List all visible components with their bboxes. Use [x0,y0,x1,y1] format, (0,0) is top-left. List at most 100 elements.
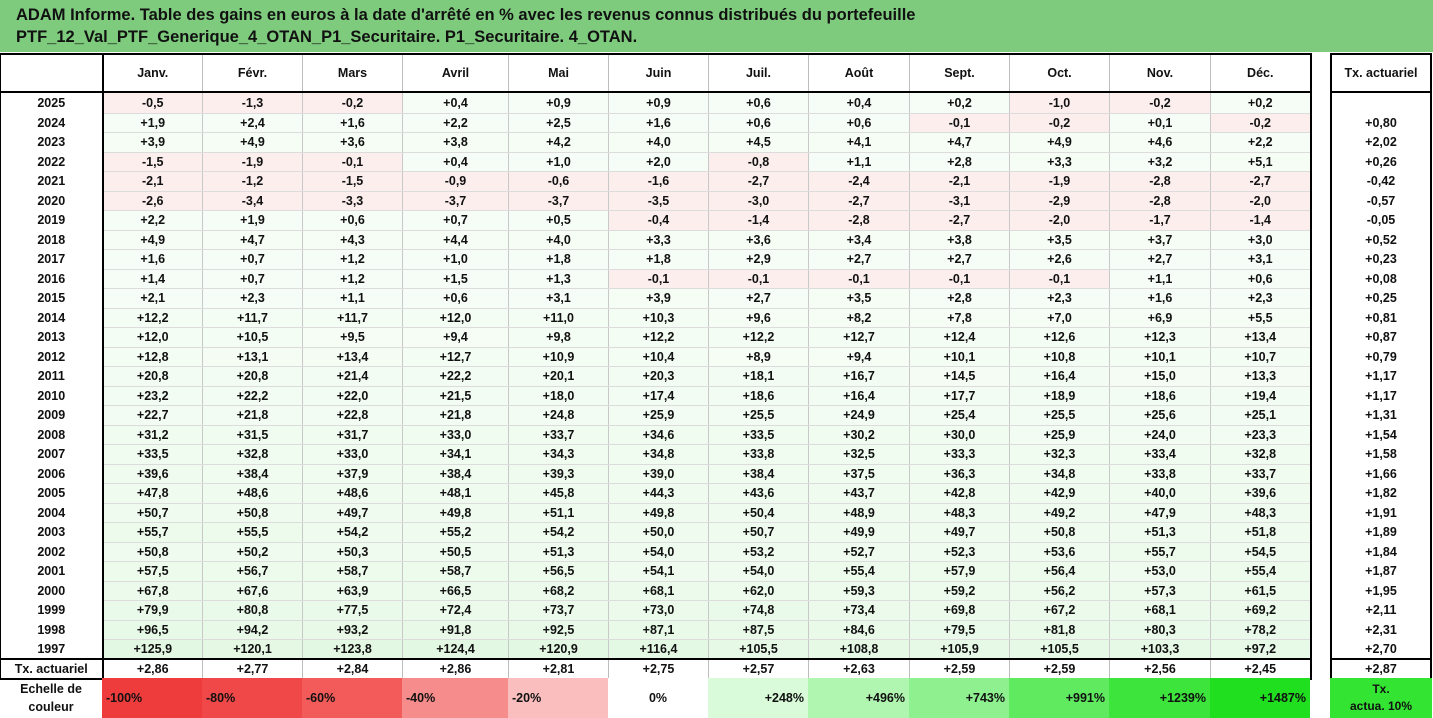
value-cell: -1,9 [202,152,303,172]
color-scale-label: Echelle de couleur [0,678,102,718]
value-cell: +1,0 [508,152,609,172]
side-row: +1,58 [1330,444,1432,464]
value-cell: +125,9 [102,639,203,660]
year-cell: 2015 [0,288,104,308]
value-cell: +97,2 [1210,639,1312,660]
value-cell: +36,3 [909,464,1010,484]
value-cell: -2,7 [1210,171,1312,192]
color-scale-swatch: -100% [102,678,202,718]
side-row: +2,02 [1330,132,1432,152]
side-rate-cell: +1,17 [1330,366,1432,386]
value-cell: +7,8 [909,308,1010,328]
value-cell: +33,0 [302,444,403,465]
month-header: Mars [302,53,403,93]
side-rate-cell: +0,23 [1330,249,1432,269]
actuarial-rate-legend: Tx. actua. 10% [1330,678,1432,718]
value-cell: +25,6 [1109,405,1211,426]
value-cell: +25,9 [1009,425,1110,445]
year-cell: 2007 [0,444,104,464]
month-header: Sept. [909,53,1010,93]
value-cell: +59,3 [808,581,910,601]
value-cell: +30,0 [909,425,1010,445]
value-cell: +55,7 [1109,542,1211,562]
month-header: Juin [608,53,709,93]
value-cell: +93,2 [302,620,403,640]
value-cell: -1,0 [1009,92,1110,114]
value-cell: +50,7 [102,503,203,523]
value-cell: +12,2 [102,308,203,328]
value-cell: +4,9 [1009,132,1110,153]
value-cell: +3,8 [402,132,509,153]
value-cell: +21,4 [302,366,403,387]
value-cell: +33,5 [102,444,203,465]
year-cell: 2016 [0,269,104,289]
value-cell: +73,4 [808,600,910,621]
value-cell: +34,1 [402,444,509,465]
value-cell: +3,5 [808,288,910,309]
value-cell: +59,2 [909,581,1010,601]
value-cell: -1,6 [608,171,709,192]
value-cell: +23,3 [1210,425,1312,445]
side-row: +1,82 [1330,483,1432,503]
value-cell: +1,9 [102,113,203,133]
value-cell: +2,2 [402,113,509,133]
side-rate-cell: -0,05 [1330,210,1432,230]
side-rate-cell: +2,70 [1330,639,1432,659]
value-cell: +124,4 [402,639,509,660]
value-cell: +3,4 [808,230,910,250]
value-cell: +55,4 [1210,561,1312,582]
table-row: 2015 +2,1 +2,3 +1,1 +0,6 +3,1 +3,9 +2,7 +3,5 +2,8… [0,288,1312,309]
value-cell: +3,0 [1210,230,1312,250]
table-row: 2019 +2,2 +1,9 +0,6 +0,7 +0,5 -0,4 -1,4 -2,8 -2,7… [0,210,1312,231]
value-cell: +57,3 [1109,581,1211,601]
value-cell: +1,6 [1109,288,1211,309]
value-cell: +3,6 [708,230,809,250]
value-cell: +72,4 [402,600,509,621]
value-cell: +2,3 [202,288,303,309]
value-cell: +12,2 [608,327,709,348]
year-cell: 1997 [0,639,104,659]
value-cell: +63,9 [302,581,403,601]
value-cell: +2,9 [708,249,809,270]
value-cell: +50,2 [202,542,303,562]
actuarial-rate-cell: +2,75 [608,658,709,680]
value-cell: +40,0 [1109,483,1211,504]
actuarial-rate-cell: +2,59 [909,658,1010,680]
value-cell: -3,4 [202,191,303,211]
value-cell: -3,7 [402,191,509,211]
value-cell: -0,2 [1109,92,1211,114]
value-cell: +3,9 [102,132,203,153]
value-cell: +20,1 [508,366,609,387]
value-cell: +2,3 [1009,288,1110,309]
side-rate-cell: +2,31 [1330,620,1432,640]
value-cell: +120,1 [202,639,303,660]
value-cell: +105,9 [909,639,1010,660]
table-row: 2008 +31,2 +31,5 +31,7 +33,0 +33,7 +34,6 +33,5 +… [0,425,1312,445]
value-cell: +56,4 [1009,561,1110,582]
value-cell: +12,7 [402,347,509,367]
value-cell: +3,1 [508,288,609,309]
value-cell: -0,1 [302,152,403,172]
report-title-line-2: PTF_12_Val_PTF_Generique_4_OTAN_P1_Secur… [16,28,638,46]
table-row: 2025 -0,5 -1,3 -0,2 +0,4 +0,9 +0,9 +0,6 +0,4 +0,2… [0,92,1312,114]
value-cell: +4,4 [402,230,509,250]
side-rate-cell: +0,79 [1330,347,1432,367]
value-cell: +0,2 [1210,92,1312,114]
side-row: +1,17 [1330,366,1432,386]
side-row: +1,87 [1330,561,1432,581]
value-cell: +39,0 [608,464,709,484]
side-rate-cell: +1,87 [1330,561,1432,581]
value-cell: +24,8 [508,405,609,426]
color-scale-swatch: +1239% [1109,678,1210,718]
value-cell: +15,0 [1109,366,1211,387]
value-cell: +50,7 [708,522,809,543]
color-scale-swatch: +496% [808,678,909,718]
value-cell: +22,0 [302,386,403,406]
side-rate-cell: +1,31 [1330,405,1432,425]
side-row: +1,84 [1330,542,1432,562]
value-cell: -2,7 [708,171,809,192]
value-cell: +120,9 [508,639,609,660]
value-cell: +1,1 [1109,269,1211,289]
gains-table: Janv. Févr. Mars Avril Mai Juin Juil. Août Sept.… [0,53,1312,680]
value-cell: +5,1 [1210,152,1312,172]
